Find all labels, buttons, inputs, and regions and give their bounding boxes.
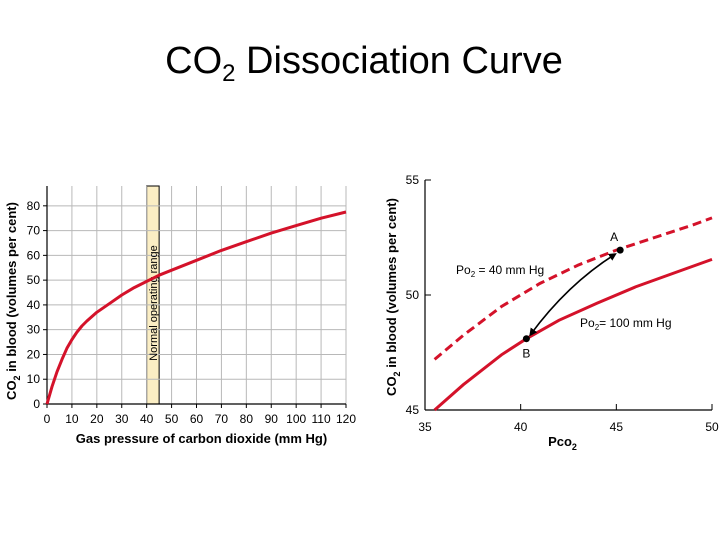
series-label-po2-100-sub: 2 <box>595 323 600 332</box>
point-a-marker <box>616 246 624 254</box>
y-tick-label: 80 <box>27 199 41 213</box>
x-tick-label: 50 <box>165 412 179 426</box>
series-label-po2-100: Po2= 100 mm Hg <box>580 316 672 332</box>
series-line-po2-40 <box>433 216 713 361</box>
title-subscript: 2 <box>222 60 236 87</box>
x-tick-label: 40 <box>514 420 528 434</box>
x-tick-label: 110 <box>312 412 331 426</box>
y-tick-label: 50 <box>27 273 41 287</box>
series-label-po2-40-sub: 2 <box>471 270 476 279</box>
x-tick-label: 30 <box>115 412 129 426</box>
y-axis-label: CO2 in blood (volumes per cent) <box>4 202 22 400</box>
x-tick-label: 50 <box>705 420 719 434</box>
point-a-label: A <box>610 230 618 244</box>
y-axis-label-main: CO <box>384 376 399 396</box>
y-tick-label: 55 <box>406 173 420 187</box>
x-tick-label: 90 <box>265 412 279 426</box>
x-tick-label: 100 <box>286 412 306 426</box>
x-tick-label: 35 <box>418 420 432 434</box>
title-text-rest: Dissociation Curve <box>235 40 563 82</box>
series-label-po2-100-main: Po <box>580 316 595 330</box>
series-label-po2-40-rest: = 40 mm Hg <box>475 263 544 277</box>
y-tick-label: 45 <box>406 403 420 417</box>
slide-title: CO2 Dissociation Curve <box>0 40 728 88</box>
x-axis-label-sub: 2 <box>572 442 577 452</box>
series-line-po2-100 <box>433 257 713 412</box>
x-tick-label: 45 <box>610 420 624 434</box>
x-axis-label: Pco2 <box>548 434 577 452</box>
x-tick-label: 40 <box>140 412 154 426</box>
y-axis-label-sub: 2 <box>12 375 22 380</box>
y-axis-label-rest: in blood (volumes per cent) <box>384 198 399 371</box>
y-axis-label: CO2 in blood (volumes per cent) <box>384 198 402 396</box>
y-axis-label-sub: 2 <box>392 371 402 376</box>
x-tick-label: 10 <box>65 412 79 426</box>
x-tick-label: 20 <box>90 412 104 426</box>
x-tick-label: 120 <box>336 412 356 426</box>
y-tick-label: 0 <box>33 397 40 411</box>
x-tick-label: 0 <box>44 412 51 426</box>
series-label-po2-40: Po2 = 40 mm Hg <box>456 263 544 279</box>
series-line-co2-content <box>45 210 347 405</box>
x-axis-label: Gas pressure of carbon dioxide (mm Hg) <box>76 431 327 446</box>
y-tick-label: 50 <box>406 288 420 302</box>
x-tick-label: 60 <box>190 412 204 426</box>
point-b-marker <box>522 335 530 343</box>
series-label-po2-100-rest: = 100 mm Hg <box>599 316 671 330</box>
y-tick-label: 70 <box>27 224 41 238</box>
y-tick-label: 20 <box>27 347 41 361</box>
y-tick-label: 60 <box>27 248 41 262</box>
y-tick-label: 30 <box>27 323 41 337</box>
y-tick-label: 10 <box>27 372 41 386</box>
x-tick-label: 80 <box>240 412 254 426</box>
point-b-label: B <box>522 347 530 361</box>
y-axis-label-rest: in blood (volumes per cent) <box>4 202 19 375</box>
y-axis-label-main: CO <box>4 380 19 400</box>
band-label: Normal operating range <box>148 245 160 361</box>
y-tick-label: 40 <box>27 298 41 312</box>
series-label-po2-40-main: Po <box>456 263 471 277</box>
x-axis-label-main: Pco <box>548 434 572 449</box>
transition-arrow <box>529 253 617 337</box>
x-tick-label: 70 <box>215 412 229 426</box>
title-text: CO <box>165 40 223 82</box>
